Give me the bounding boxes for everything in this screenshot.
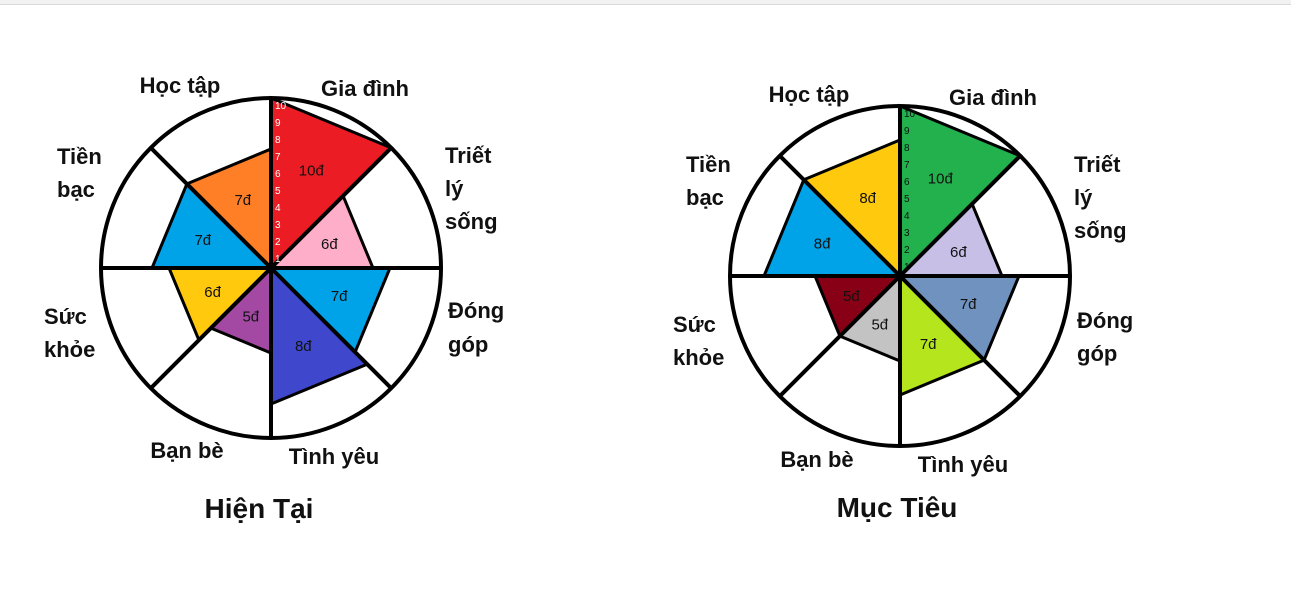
label-ban-be: Bạn bè — [780, 447, 853, 472]
spoke-3 — [269, 266, 393, 390]
label-gia-dinh: Gia đình — [321, 76, 409, 101]
chart-title: Mục Tiêu — [837, 492, 958, 523]
label-song: sống — [445, 209, 498, 234]
spoke-5 — [778, 274, 902, 398]
label-dong: Đóng — [448, 298, 504, 323]
scale-tick-10: 10 — [904, 109, 916, 120]
value-label-2: 7đ — [331, 288, 348, 305]
value-label-5: 5đ — [843, 288, 860, 305]
scale-tick-5: 5 — [904, 194, 910, 205]
label-suc: Sức — [44, 304, 87, 329]
spoke-3 — [898, 274, 1022, 398]
label-ly: lý — [445, 176, 464, 201]
value-label-7: 8đ — [859, 190, 876, 207]
scale-tick-7: 7 — [275, 152, 281, 163]
label-bac: bạc — [57, 177, 95, 202]
spoke-7 — [149, 146, 273, 270]
scale-tick-4: 4 — [904, 211, 910, 222]
scale-tick-10: 10 — [275, 101, 287, 112]
scale-tick-1: 1 — [904, 262, 910, 273]
scale-tick-3: 3 — [904, 228, 910, 239]
window-top-edge — [0, 0, 1291, 5]
label-gop: góp — [448, 332, 488, 357]
label-tinh-yeu: Tình yêu — [918, 452, 1008, 477]
scale-tick-4: 4 — [275, 203, 281, 214]
scale-tick-2: 2 — [275, 237, 281, 248]
label-hoc-tap: Học tập — [769, 82, 850, 107]
scale-tick-6: 6 — [904, 177, 910, 188]
spoke-7 — [778, 154, 902, 278]
label-triet: Triết — [1074, 152, 1121, 177]
label-gia-dinh: Gia đình — [949, 85, 1037, 110]
value-label-3: 7đ — [920, 336, 937, 353]
label-dong: Đóng — [1077, 308, 1133, 333]
label-tien: Tiền — [57, 144, 102, 169]
label-tinh-yeu: Tình yêu — [289, 444, 379, 469]
label-gop: góp — [1077, 341, 1117, 366]
scale-tick-8: 8 — [904, 143, 910, 154]
label-ly: lý — [1074, 185, 1093, 210]
scale-tick-7: 7 — [904, 160, 910, 171]
label-tien: Tiền — [686, 152, 731, 177]
scale-tick-2: 2 — [904, 245, 910, 256]
scale-tick-6: 6 — [275, 169, 281, 180]
label-bac: bạc — [686, 185, 724, 210]
value-label-0: 10đ — [928, 171, 954, 188]
scale-tick-5: 5 — [275, 186, 281, 197]
label-hoc-tap: Học tập — [140, 73, 221, 98]
value-label-6: 8đ — [814, 236, 831, 253]
label-triet: Triết — [445, 143, 492, 168]
value-label-7: 7đ — [234, 192, 251, 209]
label-song: sống — [1074, 218, 1127, 243]
label-khoe: khỏe — [673, 345, 724, 370]
value-label-5: 6đ — [204, 284, 221, 301]
scale-tick-1: 1 — [275, 254, 281, 265]
label-khoe: khỏe — [44, 337, 95, 362]
chart-muc-tieu: 1 2 3 4 5 6 7 8 9 10 10đ 6đ 7đ 7đ 5đ 5đ 8đ 8đ Học tập Gi… — [673, 82, 1133, 523]
scale-tick-9: 9 — [275, 118, 281, 129]
value-label-2: 7đ — [960, 296, 977, 313]
spoke-1 — [269, 146, 393, 270]
chart-hien-tai: 1 2 3 4 5 6 7 8 9 10 10đ 6đ 7đ 8đ 5đ 6đ 7đ 7đ Học tập Gi… — [44, 73, 504, 524]
value-label-4: 5đ — [871, 317, 888, 334]
label-ban-be: Bạn bè — [150, 438, 223, 463]
value-label-6: 7đ — [194, 232, 211, 249]
scale-tick-8: 8 — [275, 135, 281, 146]
value-label-1: 6đ — [321, 236, 338, 253]
scale-tick-3: 3 — [275, 220, 281, 231]
chart-title: Hiện Tại — [205, 493, 314, 524]
spoke-5 — [149, 266, 273, 390]
label-suc: Sức — [673, 312, 716, 337]
value-label-3: 8đ — [295, 338, 312, 355]
value-label-0: 10đ — [299, 163, 325, 180]
value-label-1: 6đ — [950, 244, 967, 261]
spoke-1 — [898, 154, 1022, 278]
scale-tick-9: 9 — [904, 126, 910, 137]
value-label-4: 5đ — [242, 309, 259, 326]
